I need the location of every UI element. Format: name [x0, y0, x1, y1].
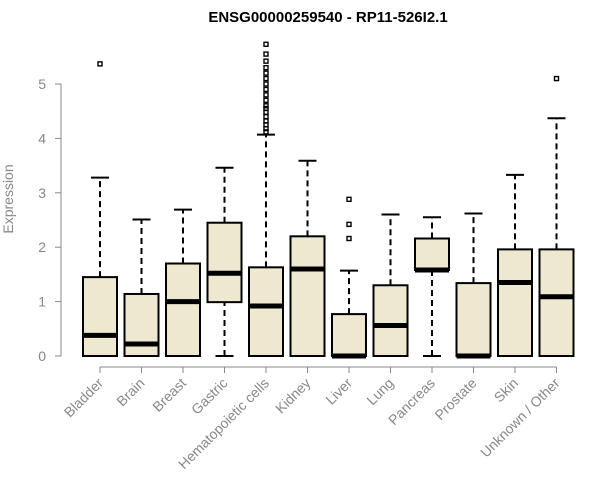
outlier-point: [263, 75, 269, 82]
box-11: [497, 173, 533, 358]
x-tick-label: Skin: [491, 375, 522, 406]
x-tick-label: Brain: [113, 375, 147, 409]
outlier-point: [263, 129, 269, 135]
x-tick-label: Prostate: [431, 375, 479, 423]
outlier-point: [263, 41, 269, 47]
outlier-point: [263, 58, 269, 64]
box-12: [538, 75, 575, 358]
y-tick-label: 3: [38, 185, 46, 201]
outlier-point: [97, 61, 103, 67]
box-rect: [497, 248, 533, 358]
x-tick-label: Breast: [149, 375, 189, 415]
outlier-point: [263, 51, 269, 57]
box-rect: [165, 262, 201, 357]
outlier-point: [263, 70, 269, 76]
outlier-point: [263, 113, 269, 120]
box-3: [165, 208, 201, 357]
outlier-point: [553, 75, 560, 82]
box-2: [123, 218, 160, 358]
box-1: [82, 61, 118, 357]
x-tick-label: Liver: [322, 375, 355, 408]
y-axis-label: Expression: [0, 164, 16, 233]
box-6: [289, 159, 326, 358]
x-tick-label: Unknown / Other: [477, 375, 563, 461]
x-tick-label: Kidney: [272, 375, 314, 417]
box-rect: [372, 284, 409, 357]
y-tick-label: 4: [38, 130, 46, 146]
outlier-point: [263, 81, 269, 87]
box-10: [455, 212, 492, 359]
boxes-layer: [82, 41, 575, 359]
box-rect: [414, 237, 450, 272]
y-tick-label: 0: [38, 348, 46, 364]
outlier-point: [263, 97, 269, 104]
outlier-point: [346, 196, 352, 203]
y-tick-label: 1: [38, 294, 46, 310]
box-7: [331, 196, 367, 359]
box-5: [248, 41, 284, 357]
chart-title: ENSG00000259540 - RP11-526I2.1: [208, 9, 447, 26]
x-tick-label: Lung: [363, 375, 396, 408]
box-4: [206, 166, 243, 357]
box-8: [372, 213, 409, 357]
box-rect: [82, 276, 118, 357]
box-rect: [206, 221, 243, 304]
y-axis: 0 1 2 3 4 5: [38, 76, 62, 364]
y-tick-label: 2: [38, 239, 46, 255]
outlier-point: [263, 64, 269, 71]
outlier-point: [263, 118, 269, 124]
box-rect: [289, 235, 326, 358]
outlier-point: [346, 221, 352, 228]
box-rect: [455, 282, 492, 358]
outlier-point: [346, 235, 352, 242]
box-rect: [248, 266, 284, 357]
y-tick-label: 5: [38, 76, 46, 92]
box-rect: [123, 292, 160, 358]
outlier-point: [263, 86, 269, 93]
x-tick-label: Bladder: [61, 375, 107, 421]
box-rect: [538, 248, 575, 358]
outlier-point: [263, 105, 269, 112]
outlier-point: [263, 103, 269, 109]
outlier-point: [263, 92, 269, 98]
box-9: [414, 216, 450, 357]
box-rect: [331, 313, 367, 357]
